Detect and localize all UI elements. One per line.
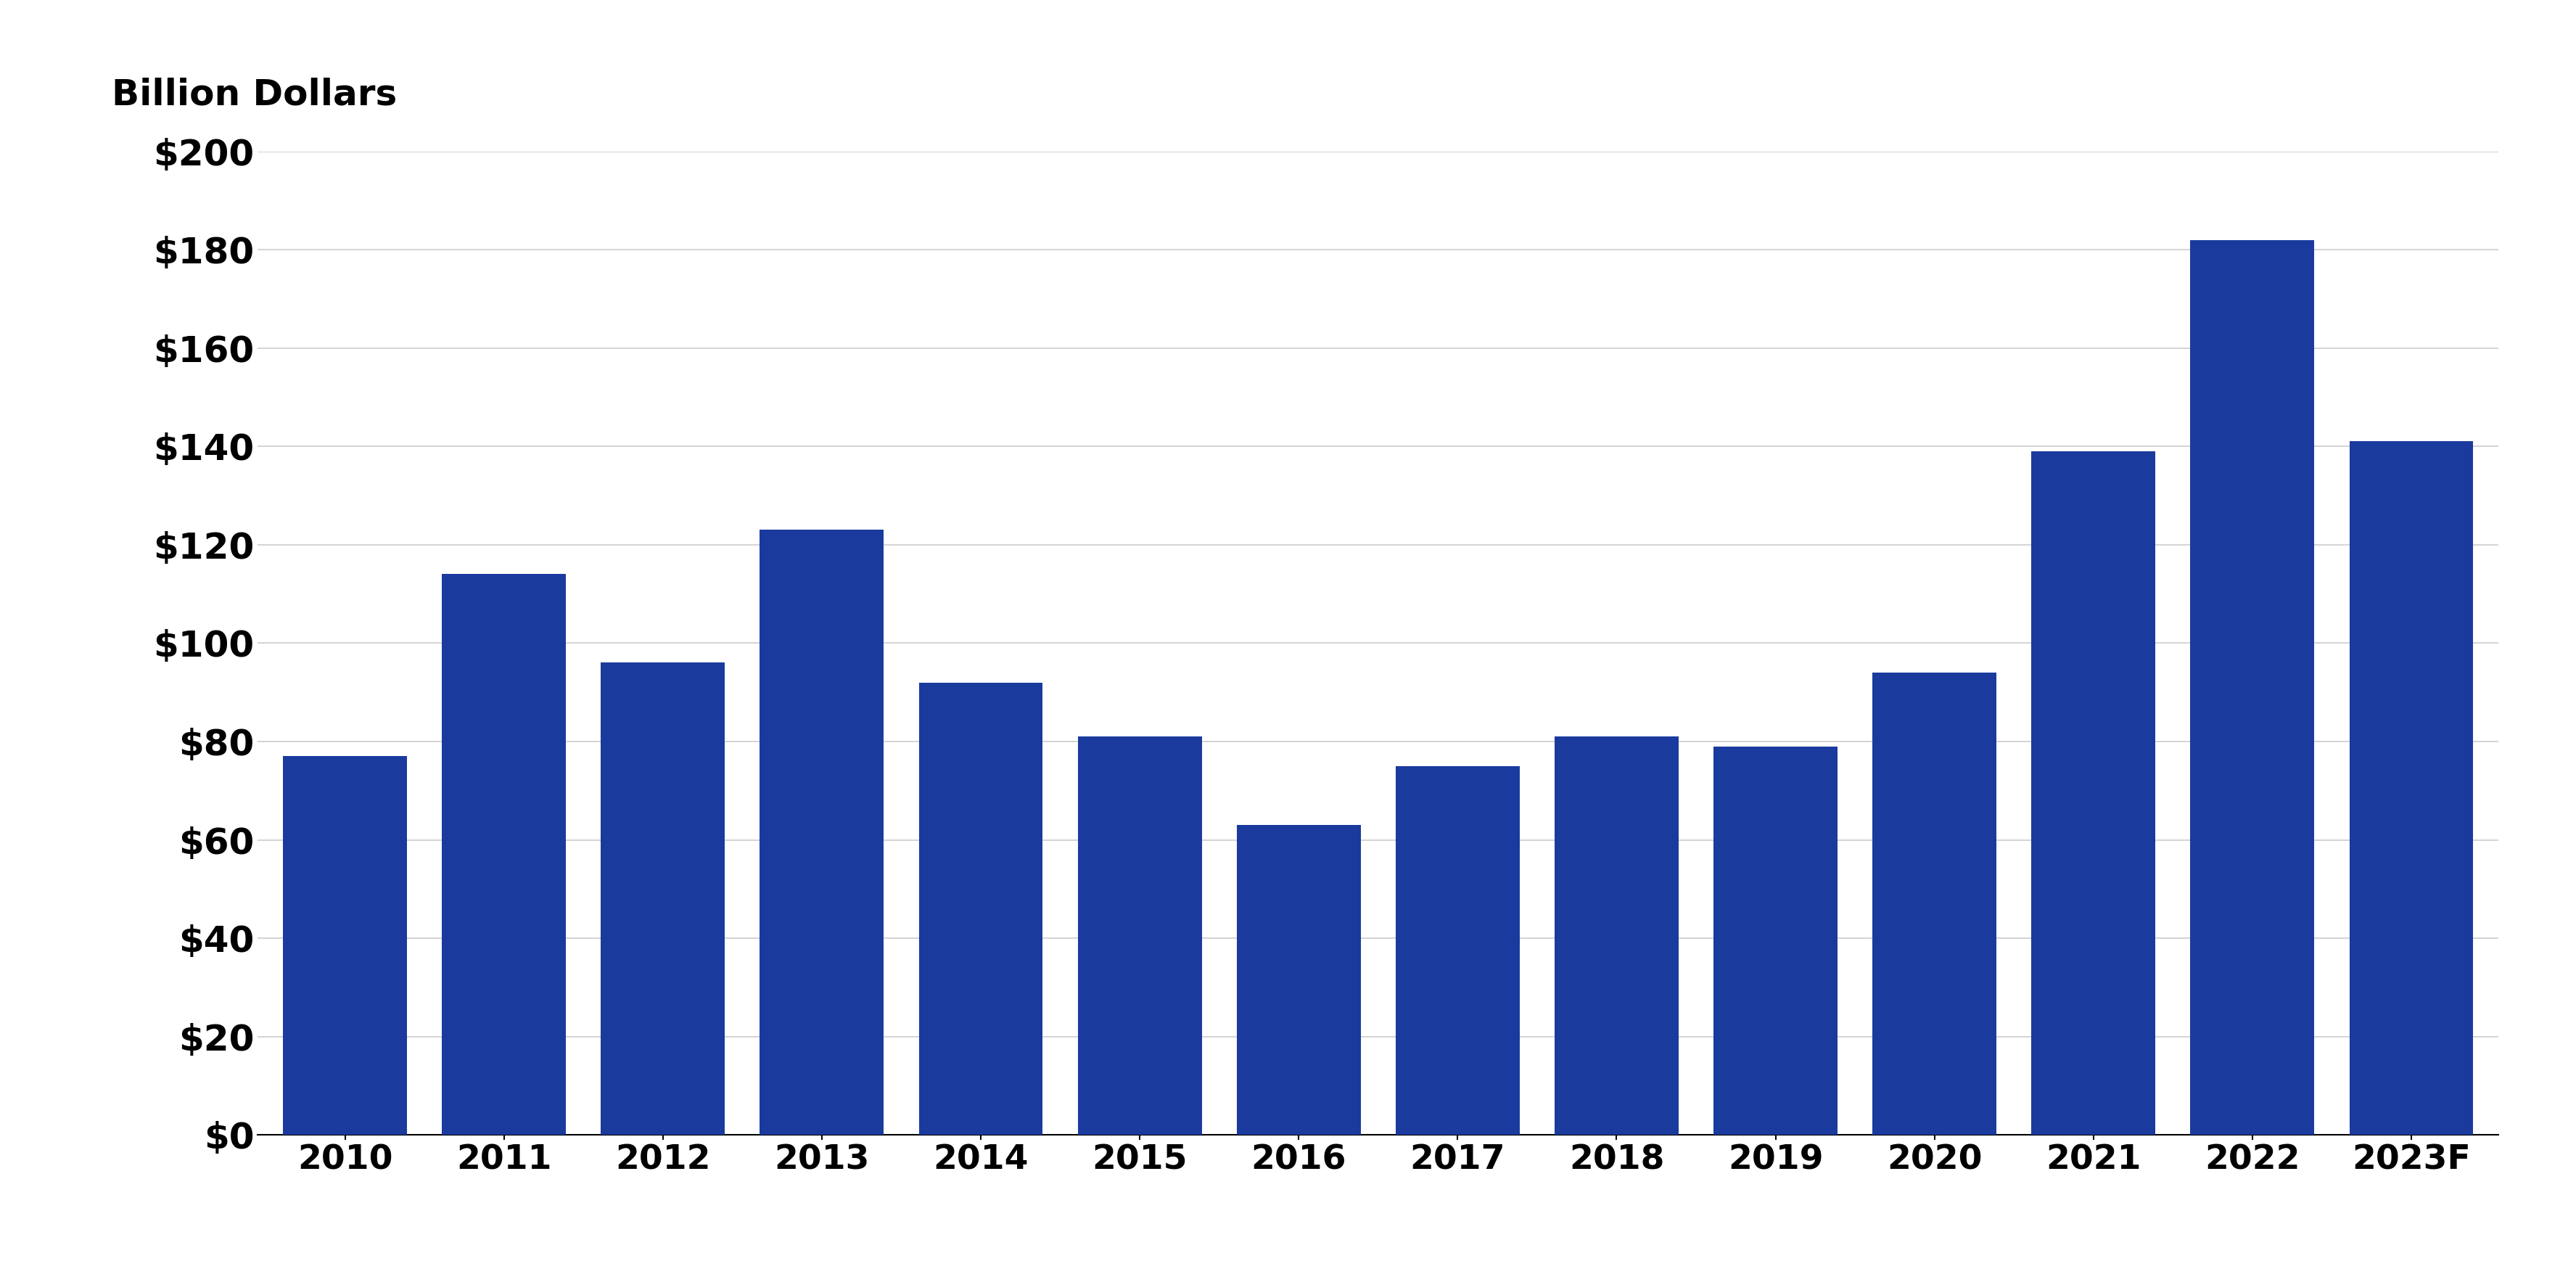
Bar	[2190, 240, 2313, 1135]
Bar	[1553, 736, 1680, 1135]
Bar	[2349, 441, 2473, 1135]
Text: Billion Dollars: Billion Dollars	[111, 77, 397, 112]
Bar	[2032, 451, 2156, 1135]
Bar	[920, 682, 1043, 1135]
Bar	[1713, 747, 1837, 1135]
Bar	[1873, 672, 1996, 1135]
Bar	[1236, 825, 1360, 1135]
Bar	[1396, 767, 1520, 1135]
Bar	[283, 757, 407, 1135]
Bar	[1077, 736, 1203, 1135]
Bar	[760, 530, 884, 1135]
Bar	[443, 574, 567, 1135]
Bar	[600, 663, 724, 1135]
